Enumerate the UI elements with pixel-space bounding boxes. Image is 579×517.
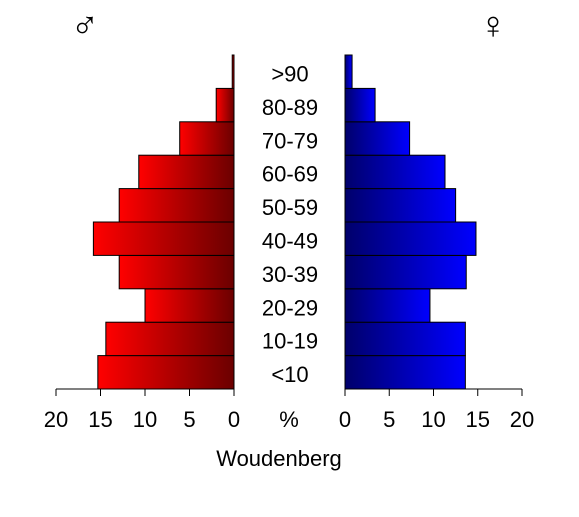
bar [138, 154, 235, 190]
category-label: 80-89 [262, 95, 318, 120]
bar [344, 54, 353, 89]
category-label: 20-29 [262, 295, 318, 320]
x-axis-label: % [279, 407, 299, 432]
category-label: 50-59 [262, 195, 318, 220]
bar [215, 87, 235, 123]
bar [344, 87, 376, 123]
male-symbol: ♂ [71, 5, 100, 47]
bar [144, 288, 235, 323]
x-tick-label: 5 [383, 407, 395, 432]
x-tick-label: 0 [339, 407, 351, 432]
category-label: 70-79 [262, 128, 318, 153]
x-tick-label: 15 [466, 407, 490, 432]
category-label: <10 [271, 362, 308, 387]
category-label: 10-19 [262, 329, 318, 354]
bar [118, 254, 235, 290]
category-label: 40-49 [262, 229, 318, 254]
bar [344, 154, 446, 190]
category-label: >90 [271, 62, 308, 87]
category-label: 60-69 [262, 162, 318, 187]
chart-title: Woudenberg [216, 446, 342, 471]
female-symbol: ♀ [479, 5, 508, 47]
bar [344, 188, 457, 223]
bar [344, 355, 466, 390]
category-label: 30-39 [262, 262, 318, 287]
bar [97, 355, 235, 390]
bar [105, 321, 235, 357]
x-tick-label: 0 [228, 407, 240, 432]
x-tick-label: 10 [421, 407, 445, 432]
x-tick-label: 10 [133, 407, 157, 432]
bar [344, 254, 467, 290]
bar [344, 121, 411, 156]
bar [231, 54, 235, 89]
bar [92, 221, 235, 256]
x-tick-label: 5 [183, 407, 195, 432]
bar [179, 121, 235, 156]
x-tick-label: 20 [44, 407, 68, 432]
bar [344, 288, 431, 323]
bar [344, 321, 466, 357]
x-tick-label: 15 [88, 407, 112, 432]
x-tick-label: 20 [510, 407, 534, 432]
bar [118, 188, 235, 223]
bar [344, 221, 477, 256]
